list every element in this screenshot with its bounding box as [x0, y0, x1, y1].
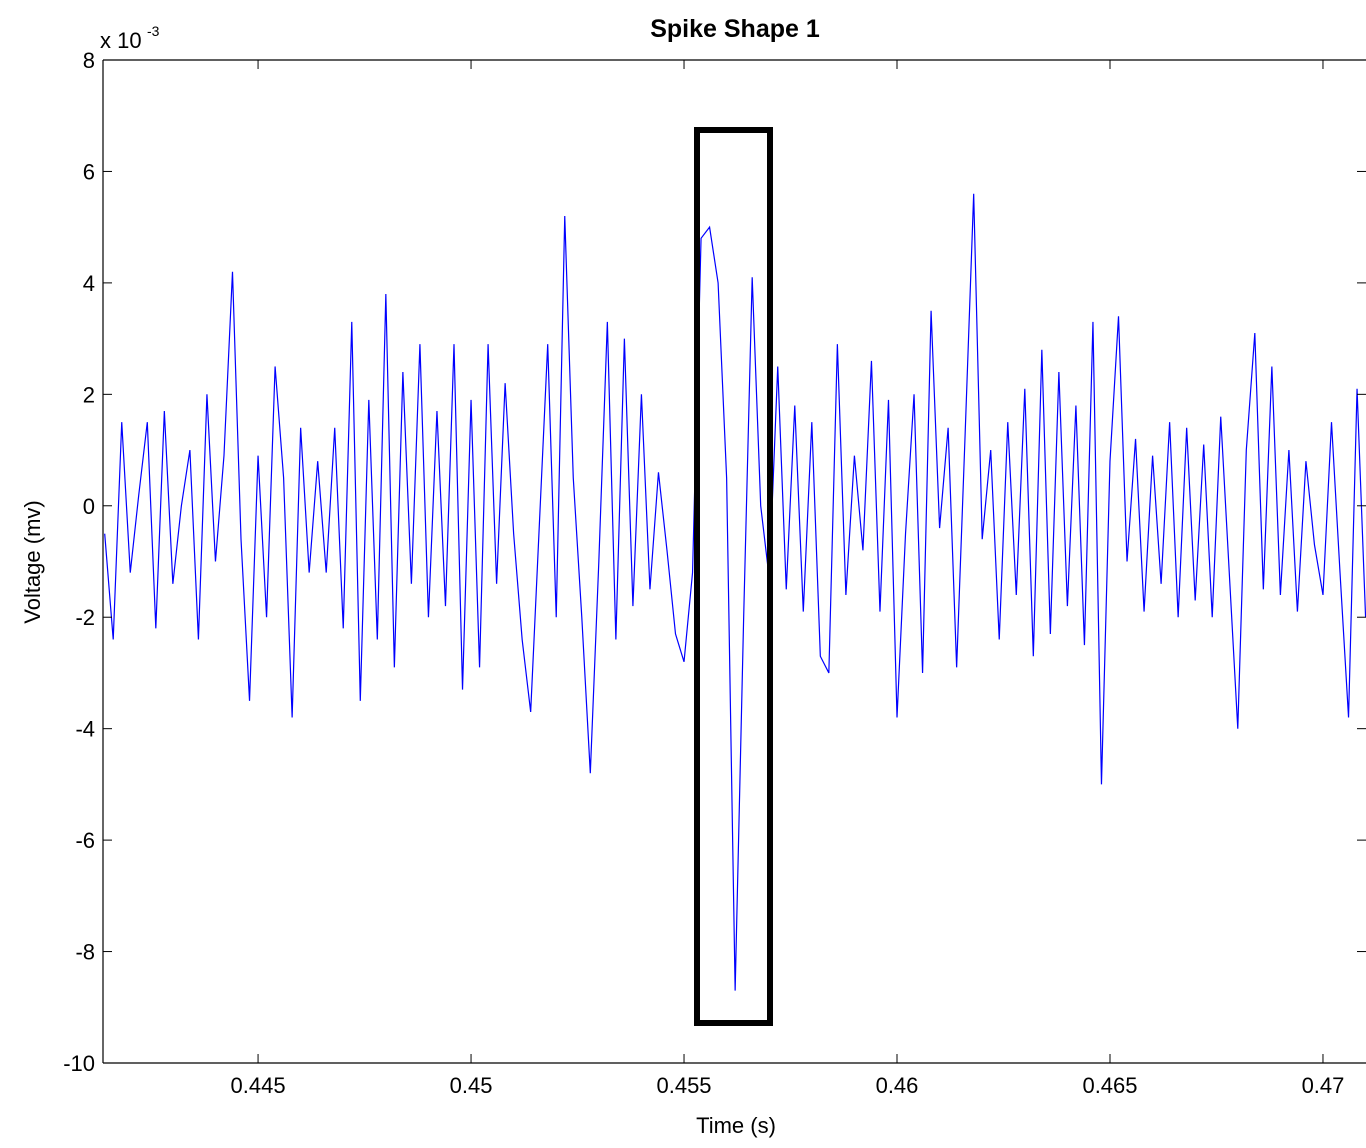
y-tick-label: -10 [63, 1051, 95, 1076]
y-multiplier: x 10 [100, 28, 142, 53]
y-tick-label: -4 [75, 717, 95, 742]
y-multiplier-exponent: -3 [147, 23, 160, 39]
y-tick-label: -8 [75, 940, 95, 965]
x-axis-label: Time (s) [696, 1113, 776, 1138]
highlight-box [694, 127, 773, 1026]
x-tick-label: 0.47 [1302, 1073, 1345, 1098]
signal-line [104, 193, 1366, 991]
y-tick-label: 8 [83, 48, 95, 73]
chart-title: Spike Shape 1 [650, 15, 820, 43]
y-tick-label: -2 [75, 605, 95, 630]
y-tick-label: 2 [83, 382, 95, 407]
y-tick-label: 0 [83, 494, 95, 519]
y-tick-label: 4 [83, 271, 95, 296]
x-tick-label: 0.46 [876, 1073, 919, 1098]
y-tick-label: -6 [75, 828, 95, 853]
y-tick-label: 6 [83, 159, 95, 184]
x-tick-label: 0.445 [231, 1073, 286, 1098]
x-tick-label: 0.455 [656, 1073, 711, 1098]
x-tick-label: 0.45 [450, 1073, 493, 1098]
y-axis-label: Voltage (mv) [20, 500, 45, 624]
x-tick-label: 0.465 [1082, 1073, 1137, 1098]
